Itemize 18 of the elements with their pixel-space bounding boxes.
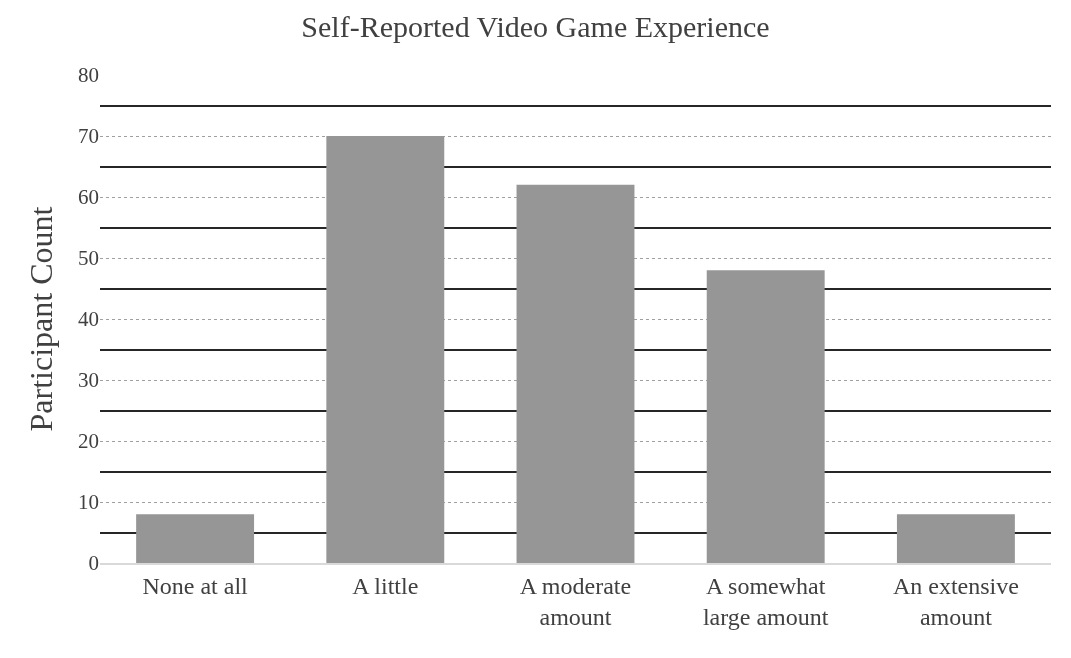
chart-title: Self-Reported Video Game Experience <box>301 10 770 44</box>
y-tick-label: 20 <box>78 429 99 454</box>
x-tick-label: None at all <box>142 572 249 599</box>
bar <box>896 514 1015 563</box>
y-tick-label: 60 <box>78 185 99 210</box>
x-tick-label: An extensive amount <box>892 572 1019 630</box>
x-tick-label: A moderate amount <box>519 572 632 630</box>
y-axis-title: Participant Count <box>23 206 60 432</box>
y-tick-label: 0 <box>88 551 99 576</box>
y-tick-label: 40 <box>78 307 99 332</box>
bar <box>136 514 255 563</box>
y-tick-label: 70 <box>78 124 99 149</box>
y-tick-label: 10 <box>78 490 99 515</box>
x-tick-label: A somewhat large amount <box>702 572 829 630</box>
y-tick-label: 80 <box>78 63 99 88</box>
y-tick-label: 30 <box>78 368 99 393</box>
y-tick-label: 50 <box>78 246 99 271</box>
x-tick-label: A little <box>352 572 419 599</box>
